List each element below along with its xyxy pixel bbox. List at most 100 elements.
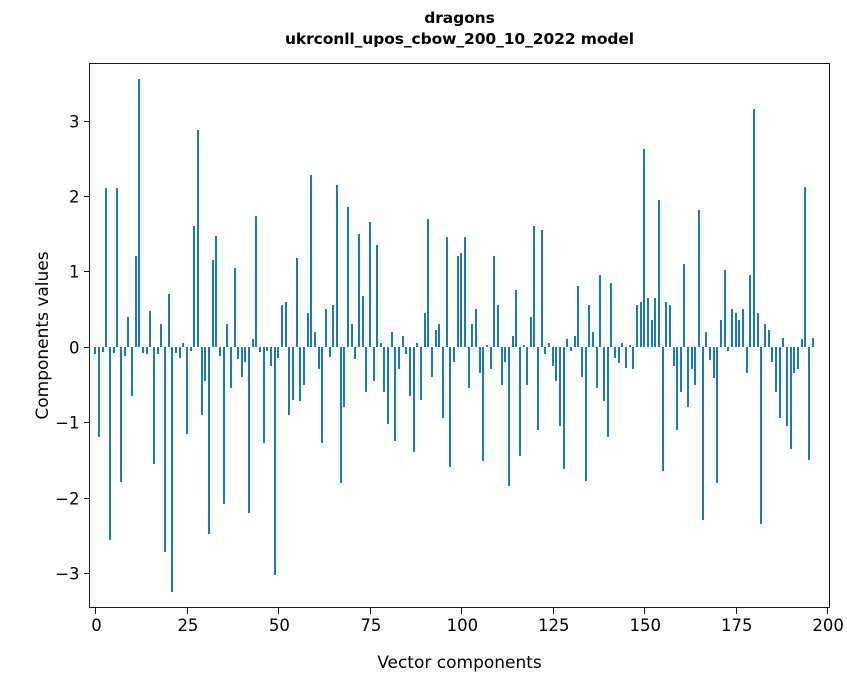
bar: [573, 335, 576, 347]
y-axis-tick: 0: [69, 338, 90, 357]
y-axis-tick-label: 2: [69, 187, 80, 207]
x-axis-tick: 0: [91, 607, 102, 635]
y-axis-tick-label: 1: [69, 262, 80, 282]
bar: [185, 346, 188, 434]
bar: [705, 331, 708, 347]
bar: [346, 207, 349, 347]
bar: [434, 330, 437, 347]
bar: [262, 346, 265, 444]
y-axis-tick: 2: [69, 187, 90, 206]
bar: [463, 237, 466, 347]
bar: [646, 297, 649, 347]
x-axis-tick: 200: [812, 607, 844, 635]
y-axis-tick: 3: [69, 112, 90, 131]
bar: [222, 346, 225, 504]
bar: [756, 312, 759, 347]
bar: [94, 346, 97, 355]
bar: [218, 346, 221, 356]
bar: [694, 346, 697, 385]
bar: [273, 346, 276, 576]
bar: [760, 346, 763, 525]
bar: [149, 310, 152, 347]
bar: [105, 188, 108, 347]
bar: [559, 346, 562, 426]
bar: [478, 346, 481, 374]
bar: [313, 331, 316, 347]
bar: [328, 346, 331, 358]
bar: [394, 346, 397, 442]
bar: [229, 346, 232, 389]
bar: [211, 260, 214, 347]
bar: [431, 346, 434, 377]
bar: [661, 346, 664, 472]
bar: [196, 129, 199, 347]
bar: [518, 346, 521, 457]
bar: [292, 346, 295, 400]
y-axis-tick-label: 0: [69, 338, 80, 358]
bar: [617, 346, 620, 364]
bar: [248, 346, 251, 513]
bar: [350, 324, 353, 347]
bar: [288, 346, 291, 415]
bar: [603, 346, 605, 402]
bar: [668, 305, 671, 347]
bar: [628, 345, 631, 347]
bar: [690, 346, 693, 370]
chart-title-line-1: dragons: [424, 9, 495, 27]
y-axis-tick-label: −1: [55, 413, 80, 433]
x-axis-tick-label: 0: [91, 616, 102, 635]
bar: [317, 346, 320, 370]
bar: [281, 305, 284, 347]
bar-series-container: [90, 64, 829, 607]
bar: [412, 346, 415, 453]
bar: [368, 222, 371, 347]
x-axis-tick-label: 175: [720, 616, 753, 635]
bar: [120, 346, 123, 482]
bar: [131, 346, 134, 396]
x-axis-label: Vector components: [377, 653, 542, 673]
bar: [687, 346, 690, 408]
bar: [372, 346, 375, 381]
bar: [727, 346, 730, 351]
bar: [599, 275, 602, 347]
bar: [683, 263, 686, 347]
bar: [383, 346, 386, 393]
x-axis-tick-label: 150: [629, 616, 662, 635]
bar: [134, 256, 137, 347]
bar: [123, 346, 126, 356]
bar: [361, 295, 364, 347]
bar: [474, 309, 477, 347]
bar: [635, 305, 638, 347]
bar: [423, 312, 426, 347]
bar: [138, 79, 141, 347]
bar: [793, 346, 796, 374]
bar: [709, 346, 712, 361]
bar: [438, 324, 441, 347]
bar: [420, 346, 423, 400]
bar: [544, 346, 547, 355]
bar: [387, 346, 390, 424]
y-axis-tick-label: −3: [55, 564, 80, 584]
bar: [116, 188, 119, 347]
bar: [752, 109, 755, 347]
bar: [734, 312, 737, 347]
x-axis-tick: 75: [360, 607, 381, 635]
bar: [632, 346, 635, 370]
y-axis-tick-label: 3: [69, 112, 80, 132]
bar: [720, 320, 723, 347]
y-axis-tick: −2: [55, 489, 90, 508]
bar: [453, 346, 455, 362]
bar: [277, 346, 280, 359]
bar: [127, 316, 130, 347]
bar: [701, 346, 704, 521]
bar: [570, 346, 573, 351]
bar: [551, 346, 554, 366]
bar: [178, 346, 181, 359]
bar: [522, 344, 525, 347]
bar: [460, 252, 463, 347]
bar: [592, 331, 595, 347]
bar: [171, 346, 174, 592]
bar: [672, 346, 675, 366]
chart-title: dragons ukrconll_upos_cbow_200_10_2022 m…: [89, 8, 830, 50]
